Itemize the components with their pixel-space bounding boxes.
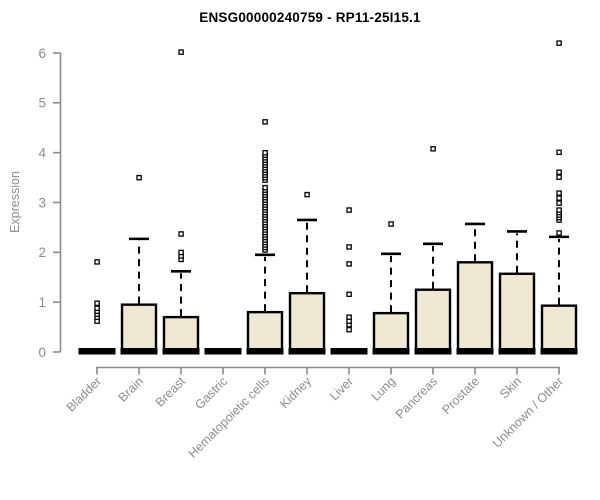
- median-bar: [120, 348, 158, 355]
- y-tick-label: 0: [38, 345, 46, 360]
- box-Pancreas: [414, 288, 452, 354]
- y-tick-label: 1: [38, 295, 46, 310]
- box-Skin: [498, 272, 536, 354]
- median-bar: [456, 348, 494, 355]
- outlier-point: [556, 230, 562, 236]
- x-tick-label: Unknown / Other: [490, 374, 566, 450]
- box-Prostate: [456, 261, 494, 354]
- outlier-point: [262, 150, 268, 156]
- x-tick-label: Hematopoietic cells: [186, 374, 273, 461]
- outlier-point: [556, 190, 562, 196]
- box-Hematopoietic cells: [246, 310, 284, 354]
- outlier-point: [94, 259, 100, 265]
- y-tick-label: 5: [38, 96, 46, 111]
- outlier-point: [556, 169, 562, 175]
- x-tick-label: Kidney: [277, 374, 314, 411]
- box-Brain: [120, 303, 158, 354]
- x-tick-label: Prostate: [439, 374, 482, 417]
- x-tick-label: Brain: [116, 374, 147, 405]
- chart-title: ENSG00000240759 - RP11-25I15.1: [199, 10, 421, 25]
- x-tick-label: Gastric: [192, 374, 230, 412]
- outlier-point: [556, 195, 562, 201]
- outlier-point: [556, 40, 562, 46]
- outlier-point: [556, 200, 562, 206]
- median-bar: [498, 348, 536, 355]
- outlier-point: [346, 314, 352, 320]
- median-bar: [204, 348, 242, 355]
- box-Unknown / Other: [540, 304, 578, 354]
- x-tick-label: Skin: [497, 374, 524, 401]
- outlier-point: [556, 174, 562, 180]
- x-tick-label: Bladder: [64, 374, 104, 414]
- x-tick-label: Breast: [153, 374, 189, 410]
- y-tick-label: 4: [38, 145, 46, 160]
- outlier-point: [178, 49, 184, 55]
- y-tick-label: 2: [38, 245, 46, 260]
- y-tick-label: 6: [38, 46, 46, 61]
- outlier-point: [262, 119, 268, 125]
- outlier-point: [556, 149, 562, 156]
- x-tick-label: Liver: [327, 374, 356, 403]
- outlier-point: [178, 249, 184, 256]
- outlier-point: [346, 326, 352, 333]
- median-bar: [540, 348, 578, 355]
- median-bar: [414, 348, 452, 355]
- median-bar: [78, 348, 116, 355]
- outlier-point: [178, 231, 184, 237]
- box-Lung: [372, 311, 410, 354]
- median-bar: [372, 348, 410, 355]
- outlier-point: [346, 207, 352, 213]
- median-bar: [330, 348, 368, 355]
- outlier-point: [136, 174, 142, 181]
- outlier-point: [346, 244, 352, 250]
- x-tick-label: Lung: [369, 374, 399, 404]
- x-tick-label: Pancreas: [393, 374, 440, 421]
- median-bar: [162, 348, 200, 355]
- outlier-point: [346, 291, 352, 298]
- median-bar: [246, 348, 284, 355]
- outlier-point: [556, 207, 562, 213]
- median-bar: [288, 348, 326, 355]
- outlier-point: [94, 305, 100, 311]
- outlier-point: [388, 221, 394, 227]
- outlier-point: [262, 184, 268, 191]
- box-Breast: [162, 315, 200, 354]
- y-tick-label: 3: [38, 195, 46, 210]
- outlier-point: [304, 191, 310, 198]
- outlier-point: [94, 300, 100, 307]
- outlier-point: [346, 261, 352, 267]
- outlier-point: [430, 146, 436, 152]
- box-Kidney: [288, 291, 326, 354]
